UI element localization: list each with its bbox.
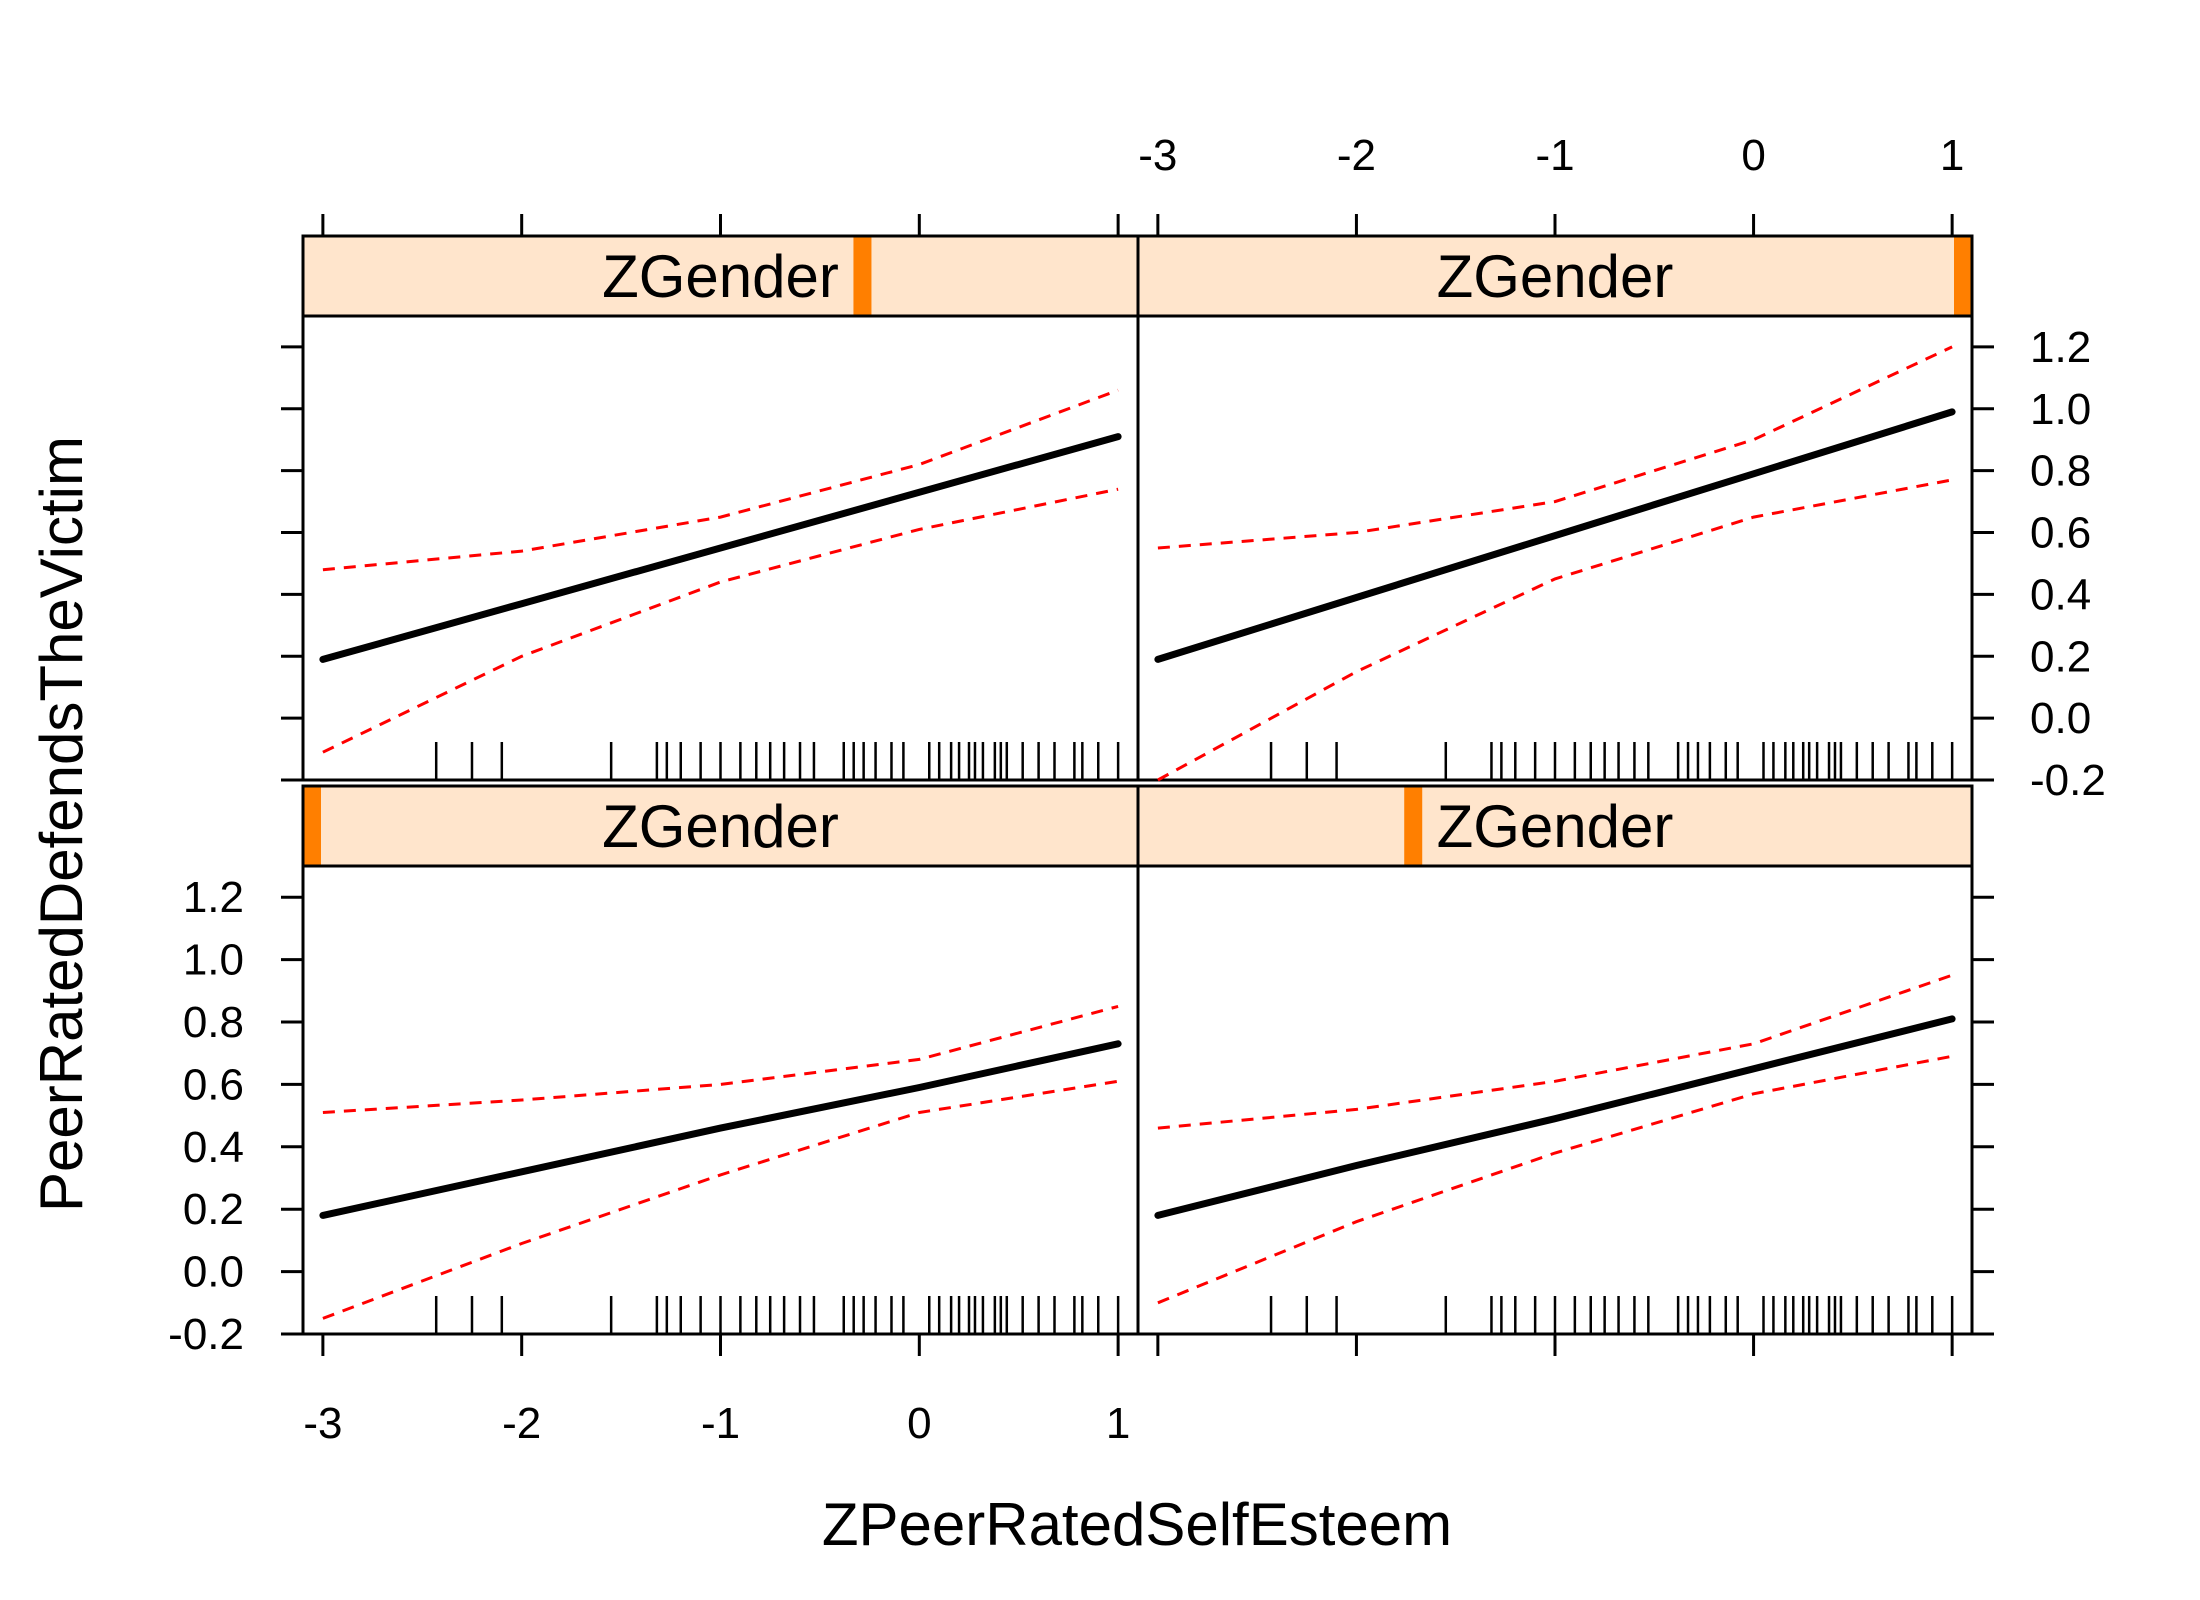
fitted-effect-line xyxy=(1154,1015,1956,1219)
panels-layer: ZGender ZGender ZGender ZGender xyxy=(301,234,1974,1336)
panel-bottom-left: ZGender xyxy=(301,784,1140,1336)
strip-background xyxy=(1138,786,1972,866)
fitted-effect-line xyxy=(319,1040,1122,1219)
y-tick-label: 1.2 xyxy=(2030,323,2091,372)
strip-label: ZGender xyxy=(1437,243,1674,310)
x-tick-label: 1 xyxy=(1940,131,1964,180)
rug xyxy=(434,742,1120,780)
panel-frame xyxy=(1136,314,1974,782)
upper-confidence-line xyxy=(1157,345,1953,550)
x-tick-label: 0 xyxy=(1741,131,1765,180)
fitted-effect-line xyxy=(319,433,1122,663)
x-axis-title: ZPeerRatedSelfEsteem xyxy=(822,1491,1452,1558)
y-tick-label: 0.8 xyxy=(183,998,244,1047)
y-tick-label: 1.0 xyxy=(2030,385,2091,434)
y-tick-label: 0.2 xyxy=(183,1185,244,1234)
panel-top-right: ZGender xyxy=(1136,234,1974,782)
x-tick-label: -3 xyxy=(303,1399,342,1448)
y-tick-label: 0.6 xyxy=(183,1060,244,1109)
x-tick-label: -1 xyxy=(1535,131,1574,180)
lower-confidence-line xyxy=(1157,478,1953,782)
lower-confidence-line xyxy=(322,487,1119,754)
strip-level-marker xyxy=(303,786,321,866)
x-tick-label: -1 xyxy=(701,1399,740,1448)
y-axis-right-top: -0.2 0.0 0.2 0.4 0.6 0.8 1.0 1.2 xyxy=(1972,323,2106,805)
lower-confidence-line xyxy=(1157,1054,1953,1305)
y-tick-label: -0.2 xyxy=(2030,756,2106,805)
x-tick-label: -2 xyxy=(1337,131,1376,180)
y-tick-label: 0.0 xyxy=(183,1248,244,1297)
y-tick-label: -0.2 xyxy=(168,1310,244,1359)
rug xyxy=(1269,1296,1954,1334)
rug xyxy=(434,1296,1120,1334)
y-tick-label: 0.4 xyxy=(183,1123,244,1172)
y-tick-label: 0.8 xyxy=(2030,447,2091,496)
fitted-effect-line xyxy=(1154,408,1956,663)
y-tick-label: 0.4 xyxy=(2030,570,2091,619)
x-axis-bottom-right xyxy=(1156,1334,1954,1356)
x-axis-top-left xyxy=(321,214,1120,236)
x-tick-label: 0 xyxy=(907,1399,931,1448)
lower-confidence-line xyxy=(322,1079,1119,1320)
y-tick-label: 0.0 xyxy=(2030,694,2091,743)
y-tick-label: 1.2 xyxy=(183,873,244,922)
x-tick-label: -2 xyxy=(502,1399,541,1448)
upper-confidence-line xyxy=(1157,973,1953,1130)
strip-label: ZGender xyxy=(1437,793,1674,860)
strip-level-marker xyxy=(1404,786,1423,866)
y-tick-label: 0.6 xyxy=(2030,509,2091,558)
panel-bottom-right: ZGender xyxy=(1136,784,1974,1336)
strip-level-marker xyxy=(853,236,872,316)
panel-frame xyxy=(301,864,1140,1336)
x-tick-label: 1 xyxy=(1106,1399,1130,1448)
panel-frame xyxy=(1136,864,1974,1336)
y-axis-left-bottom: -0.2 0.0 0.2 0.4 0.6 0.8 1.0 1.2 xyxy=(168,873,303,1359)
y-tick-label: 0.2 xyxy=(2030,632,2091,681)
y-axis-left-top xyxy=(281,345,303,782)
panel-top-left: ZGender xyxy=(301,234,1140,782)
strip-label: ZGender xyxy=(602,793,839,860)
y-tick-label: 1.0 xyxy=(183,936,244,985)
axes-layer: -3 -2 -1 0 1 -3 -2 -1 0 1 -0.2 0.0 0.2 0.4 0.6 0.8 1.0 1.… xyxy=(168,131,2106,1448)
x-axis-bottom-left: -3 -2 -1 0 1 xyxy=(303,1334,1130,1448)
upper-confidence-line xyxy=(322,388,1119,572)
y-axis-right-bottom xyxy=(1972,895,1994,1336)
strip-background xyxy=(303,786,1138,866)
y-axis-title: PeerRatedDefendsTheVictim xyxy=(28,436,95,1212)
strip-background xyxy=(1138,236,1972,316)
x-axis-top-right: -3 -2 -1 0 1 xyxy=(1138,131,1964,236)
rug xyxy=(1269,742,1954,780)
strip-background xyxy=(303,236,1138,316)
strip-label: ZGender xyxy=(602,243,839,310)
strip-level-marker xyxy=(1954,236,1972,316)
x-tick-label: -3 xyxy=(1138,131,1177,180)
upper-confidence-line xyxy=(322,1004,1119,1114)
